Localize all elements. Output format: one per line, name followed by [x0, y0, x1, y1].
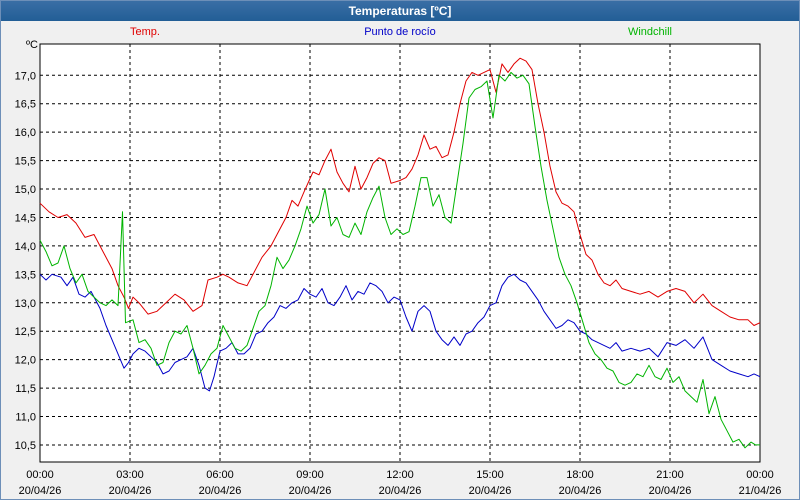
y-tick-label: 13,5 — [15, 269, 36, 281]
x-tick-time: 03:00 — [116, 469, 144, 481]
x-tick-time: 00:00 — [26, 469, 54, 481]
x-tick-date: 20/04/26 — [469, 485, 512, 497]
y-tick-label: 10,5 — [15, 440, 36, 452]
y-tick-label: 14,5 — [15, 212, 36, 224]
x-tick-time: 21:00 — [656, 469, 684, 481]
y-tick-label: 15,0 — [15, 184, 36, 196]
y-tick-label: 17,0 — [15, 70, 36, 82]
x-tick-time: 12:00 — [386, 469, 414, 481]
x-axis: 00:00 20/04/26 03:00 20/04/26 06:00 20/04/26 0… — [19, 469, 782, 497]
x-tick-time: 18:00 — [566, 469, 594, 481]
y-tick-label: 16,0 — [15, 127, 36, 139]
x-tick-time: 09:00 — [296, 469, 324, 481]
x-tick-time: 00:00 — [746, 469, 774, 481]
y-tick-label: 15,5 — [15, 156, 36, 168]
y-tick-label: 11,5 — [15, 383, 36, 395]
x-tick-time: 06:00 — [206, 469, 234, 481]
grid — [40, 44, 760, 462]
x-tick-date: 20/04/26 — [559, 485, 602, 497]
legend-windchill: Windchill — [628, 26, 672, 38]
y-tick-label: 13,0 — [15, 298, 36, 310]
x-tick-date: 20/04/26 — [289, 485, 332, 497]
legend-dewpoint: Punto de rocío — [364, 26, 436, 38]
y-tick-label: 12,0 — [15, 355, 36, 367]
window-title: Temperaturas [ºC] — [1, 1, 799, 21]
x-tick-date: 20/04/26 — [649, 485, 692, 497]
y-tick-label: 11,0 — [15, 412, 36, 424]
x-tick-date: 20/04/26 — [19, 485, 62, 497]
y-tick-label: 16,5 — [15, 99, 36, 111]
x-tick-date: 20/04/26 — [199, 485, 242, 497]
x-tick-time: 15:00 — [476, 469, 504, 481]
x-tick-date: 20/04/26 — [379, 485, 422, 497]
y-tick-label: 12,5 — [15, 326, 36, 338]
series-line-temp — [39, 57, 761, 326]
y-tick-label: 14,0 — [15, 241, 36, 253]
series-line-windchill — [39, 71, 760, 449]
x-tick-date: 21/04/26 — [739, 485, 782, 497]
y-unit-label: ºC — [26, 39, 38, 51]
legend-temp: Temp. — [130, 26, 160, 38]
x-tick-date: 20/04/26 — [109, 485, 152, 497]
y-axis: 17,0 16,5 16,0 15,5 15,0 14,5 14,0 13,5 13,0 12,5… — [15, 70, 36, 452]
series-group — [39, 57, 761, 449]
